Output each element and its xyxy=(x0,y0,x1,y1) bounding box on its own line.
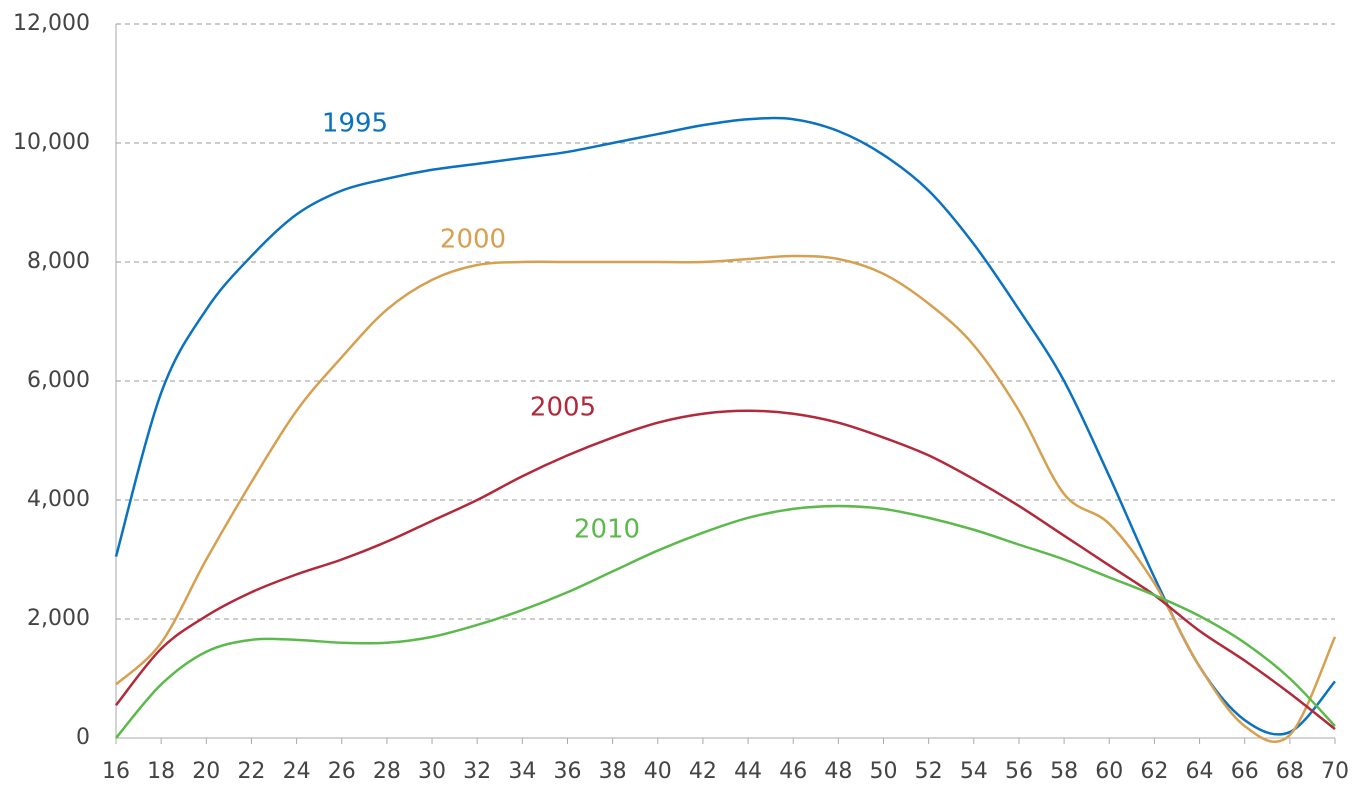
x-tick-label: 34 xyxy=(508,759,536,784)
x-tick-label: 62 xyxy=(1140,759,1168,784)
x-tick-label: 68 xyxy=(1276,759,1304,784)
x-tick-label: 44 xyxy=(734,759,762,784)
x-tick-label: 28 xyxy=(373,759,401,784)
x-tick-label: 50 xyxy=(870,759,898,784)
series-label: 2005 xyxy=(530,393,596,423)
x-tick-label: 26 xyxy=(328,759,356,784)
series-label: 1995 xyxy=(322,109,388,139)
y-tick-label: 4,000 xyxy=(27,487,90,512)
y-tick-label: 8,000 xyxy=(27,249,90,274)
x-tick-label: 22 xyxy=(237,759,265,784)
series-line xyxy=(115,504,1336,739)
x-tick-label: 46 xyxy=(779,759,807,784)
y-tick-label: 0 xyxy=(76,725,90,750)
x-tick-label: 24 xyxy=(283,759,311,784)
y-tick-label: 6,000 xyxy=(27,368,90,393)
y-tick-label: 2,000 xyxy=(27,606,90,631)
series-line xyxy=(114,116,1336,736)
x-tick-label: 18 xyxy=(147,759,175,784)
x-tick-label: 32 xyxy=(463,759,491,784)
x-tick-label: 16 xyxy=(102,759,130,784)
x-tick-label: 52 xyxy=(915,759,943,784)
y-tick-label: 12,000 xyxy=(13,11,90,36)
x-tick-label: 56 xyxy=(1005,759,1033,784)
x-tick-label: 30 xyxy=(418,759,446,784)
x-tick-label: 36 xyxy=(553,759,581,784)
series-line xyxy=(115,409,1336,731)
series-line xyxy=(115,254,1337,743)
series-label: 2000 xyxy=(440,225,506,255)
x-tick-label: 66 xyxy=(1231,759,1259,784)
series-label: 2010 xyxy=(574,515,640,545)
x-tick-label: 70 xyxy=(1321,759,1349,784)
x-tick-label: 60 xyxy=(1095,759,1123,784)
x-tick-label: 54 xyxy=(960,759,988,784)
x-tick-label: 48 xyxy=(824,759,852,784)
x-tick-label: 42 xyxy=(689,759,717,784)
x-tick-label: 40 xyxy=(644,759,672,784)
y-tick-label: 10,000 xyxy=(13,130,90,155)
x-tick-label: 38 xyxy=(599,759,627,784)
x-tick-label: 58 xyxy=(1050,759,1078,784)
x-tick-label: 64 xyxy=(1186,759,1214,784)
x-tick-label: 20 xyxy=(192,759,220,784)
